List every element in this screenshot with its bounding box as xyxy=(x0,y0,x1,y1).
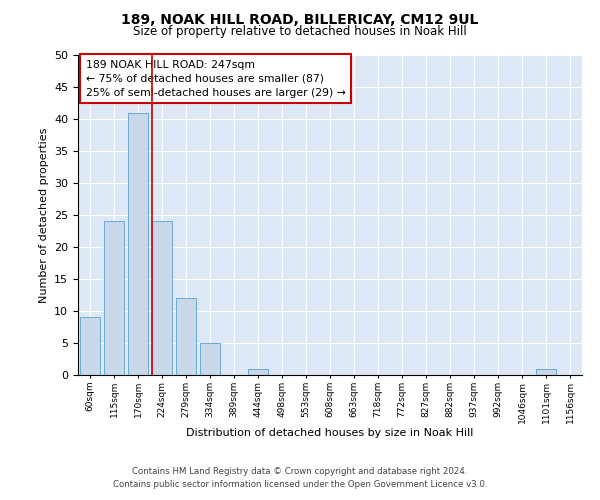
Bar xyxy=(128,112,148,375)
Bar xyxy=(80,318,100,375)
Y-axis label: Number of detached properties: Number of detached properties xyxy=(38,128,49,302)
Bar xyxy=(104,222,124,375)
Text: 189, NOAK HILL ROAD, BILLERICAY, CM12 9UL: 189, NOAK HILL ROAD, BILLERICAY, CM12 9U… xyxy=(121,12,479,26)
Bar xyxy=(248,368,268,375)
Bar xyxy=(152,222,172,375)
Bar xyxy=(536,368,556,375)
Text: 189 NOAK HILL ROAD: 247sqm
← 75% of detached houses are smaller (87)
25% of semi: 189 NOAK HILL ROAD: 247sqm ← 75% of deta… xyxy=(86,60,346,98)
Text: Contains HM Land Registry data © Crown copyright and database right 2024.
Contai: Contains HM Land Registry data © Crown c… xyxy=(113,468,487,489)
X-axis label: Distribution of detached houses by size in Noak Hill: Distribution of detached houses by size … xyxy=(187,428,473,438)
Bar xyxy=(176,298,196,375)
Text: Size of property relative to detached houses in Noak Hill: Size of property relative to detached ho… xyxy=(133,25,467,38)
Bar xyxy=(200,343,220,375)
